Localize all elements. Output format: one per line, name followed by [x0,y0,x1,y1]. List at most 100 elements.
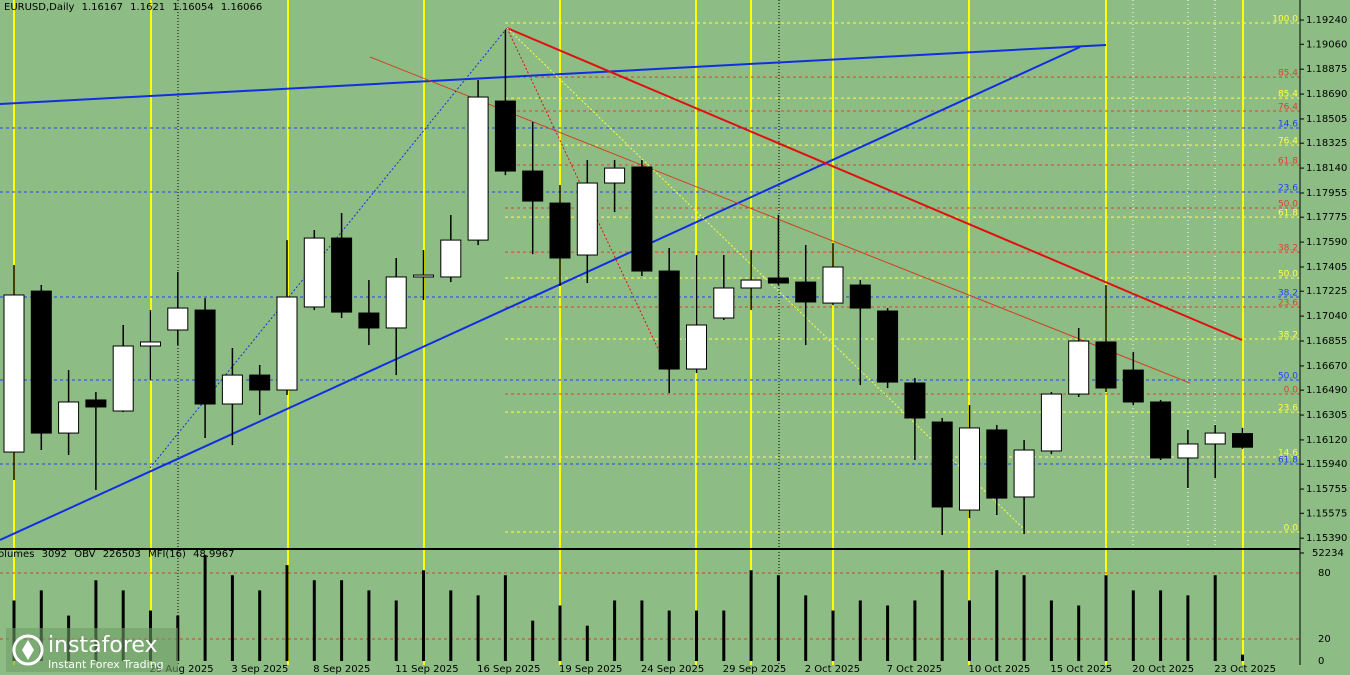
logo-icon [12,634,44,666]
candle-body [358,312,380,329]
x-tick-label: 2 Oct 2025 [805,664,860,675]
candle-body [1232,433,1253,448]
y-tick-label: 1.18690 [1306,89,1347,100]
level-label: 50.0 [1278,270,1298,280]
y-tick-label: 1.16120 [1306,435,1347,446]
candle-body [140,341,161,347]
level-label: 100.0 [1272,15,1298,25]
volume-last: 3092 [42,549,67,560]
low-value: 1.16054 [172,2,213,13]
date-axis: 29 Aug 2025 3 Sep 2025 8 Sep 2025 11 Sep 20… [150,664,1277,675]
candle-body [58,401,80,434]
level-label: 23.6 [1278,404,1298,414]
y-tick-label: 1.15755 [1306,484,1347,495]
volume-label: Volumes [0,549,34,560]
y-tick-label: 1.17225 [1306,286,1347,297]
candle-body [194,309,216,405]
y-tick-label: 1.16305 [1306,410,1347,421]
y-tick-label: 52234 [1312,548,1344,559]
level-label: 14.6 [1278,449,1298,459]
x-tick-label: 29 Aug 2025 [150,664,214,675]
candle-body [30,290,52,434]
y-tick-label: 1.19060 [1306,39,1347,50]
y-tick-label: 1.18140 [1306,163,1347,174]
x-tick-label: 16 Sep 2025 [477,664,540,675]
mfi-label: MFI(16) [148,549,186,560]
y-tick-label: 1.17775 [1306,212,1347,223]
y-tick-label: 1.17405 [1306,262,1347,273]
open-value: 1.16167 [82,2,123,13]
candle-body [1068,340,1090,395]
x-tick-label: 10 Oct 2025 [969,664,1031,675]
y2-tick-label: 0 [1318,656,1324,667]
y-tick-label: 1.16855 [1306,336,1347,347]
price-axis: 1.19240 1.19060 1.18875 1.18690 1.18505 1.183… [1300,15,1347,544]
x-tick-label: 24 Sep 2025 [641,664,704,675]
level-label: 76.4 [1278,137,1298,147]
obv-label: OBV [74,549,95,560]
candle-body [986,429,1008,499]
close-value: 1.16066 [221,2,262,13]
y-tick-label: 1.17955 [1306,188,1347,199]
high-value: 1.1621 [130,2,165,13]
candle-body [331,237,353,313]
candle-body [221,374,243,405]
level-label: 61.8 [1278,209,1298,219]
candle-body [795,281,817,303]
level-label: 0.0 [1284,386,1299,396]
y-tick-label: 1.18325 [1306,138,1347,149]
x-tick-label: 20 Oct 2025 [1132,664,1194,675]
candle-body [440,239,462,278]
candle-body [904,382,926,419]
logo: instaforex Instant Forex Trading [6,628,178,672]
y-tick-label: 1.19240 [1306,15,1347,26]
candle-body [849,284,871,309]
candle-body [494,100,516,172]
x-tick-label: 8 Sep 2025 [313,664,370,675]
candle-body [167,307,189,331]
volume-panel: 52234 0 20 80 [0,548,1344,667]
level-label: 85.4 [1278,90,1298,100]
x-tick-label: 19 Sep 2025 [559,664,622,675]
candle-body [467,96,489,241]
candle-body [576,182,598,256]
x-tick-label: 3 Sep 2025 [231,664,288,675]
candle-body [686,324,707,370]
x-tick-label: 11 Sep 2025 [395,664,458,675]
level-label: 38.2 [1278,289,1298,299]
logo-name: instaforex [48,633,158,658]
level-label: 38.2 [1278,331,1298,341]
x-tick-label: 15 Oct 2025 [1050,664,1112,675]
candle-body [1150,401,1172,459]
level-label: 0.0 [1284,523,1299,533]
level-label: 14.6 [1278,119,1298,129]
candle-body [1013,449,1035,498]
x-tick-label: 23 Oct 2025 [1214,664,1276,675]
y-tick-label: 1.16490 [1306,385,1347,396]
candle-body [658,270,680,370]
mfi-value: 48.9967 [193,549,234,560]
candle-body [1177,443,1199,459]
level-label: 38.2 [1278,244,1298,254]
candle-body [713,287,735,319]
candle-body [631,166,653,272]
candle-body [822,266,844,304]
candle-body [1204,432,1226,445]
candle-body [249,374,271,391]
candle-body [604,167,626,184]
candle-body [740,279,762,289]
y-tick-label: 1.15575 [1306,508,1347,519]
candle-body [877,310,899,383]
level-label: 85.4 [1278,69,1298,79]
candle-body [385,276,407,329]
candle-body [959,427,980,511]
candle-body [767,277,789,284]
level-label: 76.4 [1278,103,1298,113]
level-label: 23.6 [1278,298,1298,308]
level-label: 50.0 [1278,200,1298,210]
level-label: 50.0 [1278,372,1298,382]
candle-body [112,345,134,412]
y-tick-label: 1.17040 [1306,311,1347,322]
y-tick-label: 1.17590 [1306,237,1347,248]
candle-body [1040,393,1062,452]
